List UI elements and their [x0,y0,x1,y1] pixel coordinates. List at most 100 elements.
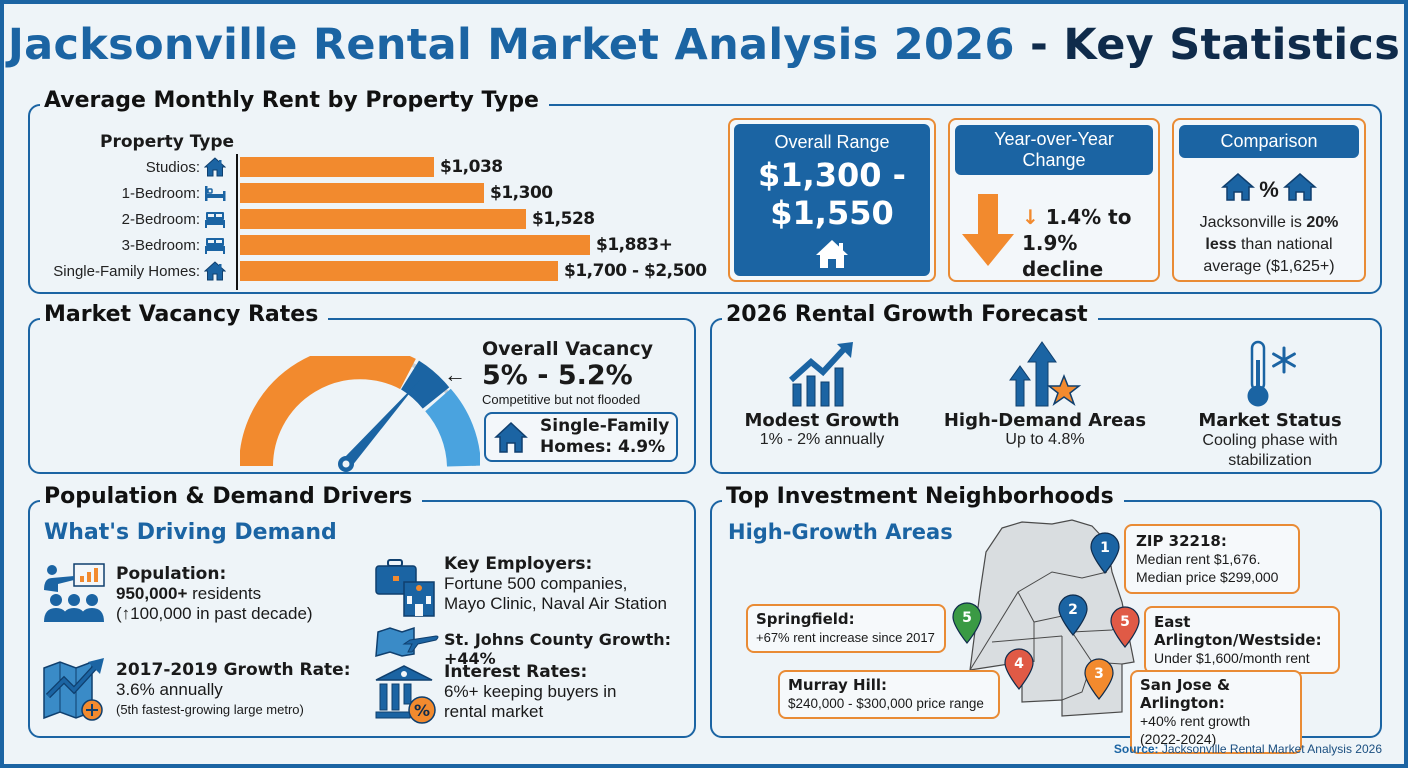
callout-title: Springfield: [756,610,855,628]
pin-number: 2 [1068,602,1078,618]
bank-percent-icon: % [374,662,438,731]
bar-value: $1,528 [532,209,595,229]
bar-value: $1,300 [490,183,553,203]
single-bed-icon [204,183,226,203]
sfh-vacancy-text: Single-Family Homes: 4.9% [540,416,669,458]
population-item: Population: 950,000+ residents (↑100,000… [116,564,313,624]
bar-row-single-family: Single-Family Homes: $1,700 - $2,500 [30,260,730,282]
bar-label: Single-Family Homes: [53,262,200,280]
sfh-vacancy-badge: Single-Family Homes: 4.9% [484,412,678,462]
population-item-title: Population: [116,564,227,584]
bar-label: 3-Bedroom: [121,236,200,254]
comparison-text-pre: Jacksonville is [1199,214,1307,231]
small-down-arrow-icon: ↓ [1022,205,1039,229]
house-icon [734,238,930,275]
callout-springfield: Springfield: +67% rent increase since 20… [746,604,946,653]
population-subtitle: What's Driving Demand [44,520,337,545]
yoy-line2: 1.9% decline [1022,231,1104,281]
rent-section: Average Monthly Rent by Property Type Pr… [28,88,1382,294]
map-pin-5-springfield[interactable]: 5 [952,602,982,649]
source-citation: Source: Jacksonville Rental Market Analy… [1114,742,1382,756]
pin-number: 1 [1100,540,1110,556]
callout-line1: Median rent $1,676. [1136,551,1261,567]
overall-vacancy-value: 5% - 5.2% [482,360,633,391]
pin-number: 3 [1094,666,1104,682]
overall-range-line1: $1,300 - [758,156,906,194]
house-icon [203,261,227,281]
callout-line1: $240,000 - $300,000 price range [788,696,984,711]
briefcase-building-icon [374,558,438,623]
key-employers-line1: Fortune 500 companies, [444,574,628,593]
forecast-title: Modest Growth [744,410,900,431]
map-pin-1[interactable]: 1 [1090,532,1120,579]
key-employers-line2: Mayo Clinic, Naval Air Station [444,594,667,613]
callout-east-arlington: East Arlington/Westside: Under $1,600/mo… [1144,606,1340,674]
title-part-1: Jacksonville Rental Market Analysis 2026 [7,20,1015,70]
bar-row-2-bedroom: 2-Bedroom: $1,528 [30,208,730,230]
page-title: Jacksonville Rental Market Analysis 2026… [0,20,1408,70]
callout-title: ZIP 32218: [1136,532,1227,550]
overall-range-title: Overall Range [774,132,890,152]
property-type-header: Property Type [100,132,235,152]
yoy-title-line1: Year-over-Year [994,129,1114,149]
sfh-line1: Single-Family [540,416,670,436]
comparison-text: Jacksonville is 20% less than national a… [1174,212,1364,278]
sfh-line2: Homes: 4.9% [540,437,666,457]
pin-number: 4 [1014,656,1024,672]
map-growth-icon [42,656,108,727]
double-bed-icon [204,235,226,255]
comparison-card: Comparison % Jacksonville is 20% less th… [1172,118,1366,282]
map-pin-2[interactable]: 2 [1058,594,1088,641]
neighborhoods-subtitle: High-Growth Areas [728,520,953,544]
pin-number: 5 [962,610,972,626]
overall-range-line2: $1,550 [770,194,894,232]
bar-value: $1,883+ [596,235,673,255]
comparison-icons: % [1174,172,1364,207]
yoy-title: Year-over-Year Change [955,125,1153,175]
bar-label: 2-Bedroom: [121,210,200,228]
forecast-item-high-demand: High-Demand Areas Up to 4.8% [940,340,1150,449]
vacancy-pointer-arrow-icon: ← [444,362,466,387]
pin-number: 5 [1120,614,1130,630]
callout-line1: +40% rent growth [1140,713,1251,729]
bar-label: 1-Bedroom: [121,184,200,202]
yoy-title-line2: Change [1022,150,1086,170]
comparison-title: Comparison [1179,125,1359,158]
map-pin-4[interactable]: 4 [1004,648,1034,695]
population-decade-growth: (↑100,000 in past decade) [116,604,313,623]
callout-murray-hill: Murray Hill: $240,000 - $300,000 price r… [778,670,1000,719]
callout-line1: Under $1,600/month rent [1154,650,1310,666]
percent-symbol: % [1259,176,1279,202]
callout-line2: Median price $299,000 [1136,569,1279,585]
bar-fill [240,183,484,203]
comparison-text-line3: average ($1,625+) [1203,258,1335,275]
growth-rate-title: 2017-2019 Growth Rate: [116,660,351,680]
interest-rates-line1: 6%+ keeping buyers in [444,682,617,701]
forecast-item-modest-growth: Modest Growth 1% - 2% annually [722,340,922,449]
bar-label: Studios: [145,158,200,176]
growth-rate-item: 2017-2019 Growth Rate: 3.6% annually (5t… [116,660,351,720]
comparison-text-post: than national [1236,236,1333,253]
population-section-title: Population & Demand Drivers [40,484,423,509]
map-pin-3[interactable]: 3 [1084,658,1114,705]
overall-range-card: Overall Range $1,300 - $1,550 [728,118,936,282]
map-pin-5-east-arlington[interactable]: 5 [1110,606,1140,653]
house-icon [1282,172,1317,207]
callout-san-jose: San Jose & Arlington: +40% rent growth (… [1130,670,1302,754]
forecast-section-title: 2026 Rental Growth Forecast [722,302,1098,327]
title-part-2: - Key Statistics [1014,20,1401,70]
callout-title: San Jose & Arlington: [1140,676,1231,712]
bar-fill [240,261,558,281]
forecast-detail-line2: stabilization [1228,452,1312,469]
population-residents: residents [187,584,262,603]
comparison-percent: 20% [1306,214,1339,231]
yoy-line1: 1.4% to [1045,205,1132,229]
vacancy-section-title: Market Vacancy Rates [40,302,329,327]
growth-rate-note: (5th fastest-growing large metro) [116,702,304,717]
overall-vacancy-note: Competitive but not flooded [482,392,641,407]
forecast-section: 2026 Rental Growth Forecast Modest Growt… [710,302,1382,474]
yoy-change-card: Year-over-Year Change ↓ 1.4% to 1.9% dec… [948,118,1160,282]
interest-rates-title: Interest Rates: [444,662,588,682]
key-employers-item: Key Employers: Fortune 500 companies, Ma… [444,554,667,614]
neighborhoods-section: Top Investment Neighborhoods High-Growth… [710,484,1382,754]
